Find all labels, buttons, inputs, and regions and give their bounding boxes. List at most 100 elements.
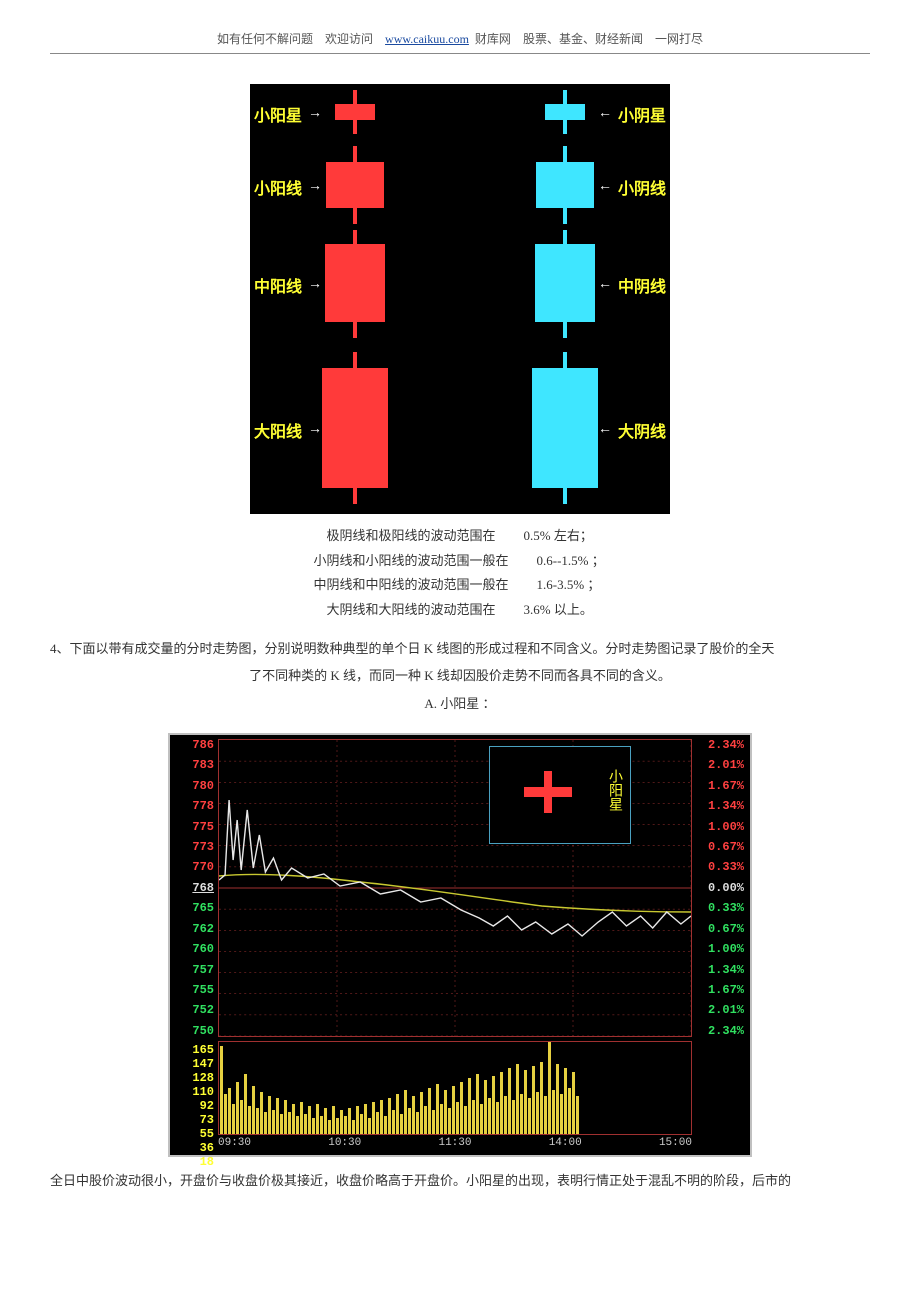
vol-tick: 18 <box>176 1155 214 1169</box>
vol-tick: 147 <box>176 1057 214 1071</box>
vol-bar <box>516 1064 519 1134</box>
vol-bar <box>576 1096 579 1134</box>
inset-candle-cross <box>524 787 572 797</box>
axis-tick: 1.00% <box>694 821 744 833</box>
price-plot: 小阳星 <box>218 739 692 1037</box>
axis-tick: 1.34% <box>694 800 744 812</box>
vol-bar <box>224 1094 227 1134</box>
vol-bar <box>340 1110 343 1134</box>
vol-bar <box>336 1118 339 1134</box>
axis-tick: 760 <box>176 943 214 955</box>
candle-types-diagram: 小阳星小阳线中阳线大阳线小阴星小阴线中阴线大阴线 <box>250 84 670 514</box>
y-axis-left: 7867837807787757737707687657627607577557… <box>176 739 214 1037</box>
paragraph-4b: 了不同种类的 K 线，而同一种 K 线却因股价走势不同而各具不同的含义。 <box>50 664 870 687</box>
candle-body <box>545 104 585 120</box>
caption-row: 大阴线和大阳线的波动范围在3.6% 以上。 <box>50 598 870 623</box>
vol-bar <box>396 1094 399 1134</box>
vol-bar <box>284 1100 287 1134</box>
vol-bar <box>460 1082 463 1134</box>
vol-tick: 73 <box>176 1113 214 1127</box>
vol-bar <box>296 1116 299 1134</box>
vol-bar <box>380 1100 383 1134</box>
axis-tick: 1.34% <box>694 964 744 976</box>
axis-tick: 2.34% <box>694 739 744 751</box>
vol-bar <box>528 1098 531 1134</box>
vol-bar <box>280 1114 283 1134</box>
vol-bar <box>260 1092 263 1134</box>
vol-tick: 110 <box>176 1085 214 1099</box>
time-tick: 15:00 <box>659 1137 692 1153</box>
vol-bar <box>352 1120 355 1134</box>
axis-tick: 786 <box>176 739 214 751</box>
axis-tick: 750 <box>176 1025 214 1037</box>
vol-bar <box>264 1112 267 1134</box>
vol-bar <box>440 1104 443 1134</box>
vol-bar <box>504 1096 507 1134</box>
axis-tick: 1.67% <box>694 984 744 996</box>
axis-tick: 755 <box>176 984 214 996</box>
axis-tick: 0.67% <box>694 923 744 935</box>
axis-tick: 770 <box>176 861 214 873</box>
candle-body <box>326 162 384 208</box>
vol-bar <box>416 1112 419 1134</box>
axis-tick: 752 <box>176 1004 214 1016</box>
candle-label: 小阴星 <box>598 102 666 126</box>
vol-bar <box>220 1046 223 1134</box>
axis-tick: 757 <box>176 964 214 976</box>
axis-tick: 783 <box>176 759 214 771</box>
vol-bar <box>384 1116 387 1134</box>
axis-tick: 768 <box>176 882 214 894</box>
candle-body <box>532 368 598 488</box>
vol-bar <box>436 1084 439 1134</box>
intraday-chart: 7867837807787757737707687657627607577557… <box>168 733 752 1157</box>
vol-bar <box>408 1108 411 1134</box>
vol-bar <box>276 1098 279 1134</box>
vol-bar <box>456 1102 459 1134</box>
axis-tick: 2.34% <box>694 1025 744 1037</box>
vol-bar <box>564 1068 567 1134</box>
candle-label: 大阴线 <box>598 418 666 442</box>
header-welcome: 欢迎访问 <box>325 32 373 46</box>
time-tick: 14:00 <box>549 1137 582 1153</box>
vol-bar <box>240 1100 243 1134</box>
y-axis-right: 2.34%2.01%1.67%1.34%1.00%0.67%0.33%0.00%… <box>694 739 744 1037</box>
vol-bar <box>560 1094 563 1134</box>
axis-tick: 778 <box>176 800 214 812</box>
page-header: 如有任何不解问题 欢迎访问 www.caikuu.com 财库网 股票、基金、财… <box>50 30 870 54</box>
vol-bar <box>232 1104 235 1134</box>
vol-bar <box>448 1108 451 1134</box>
vol-bar <box>532 1066 535 1134</box>
vol-bar <box>360 1114 363 1134</box>
candle-body <box>335 104 375 120</box>
time-tick: 09:30 <box>218 1137 251 1153</box>
vol-bar <box>540 1062 543 1134</box>
vol-bar <box>348 1108 351 1134</box>
header-url[interactable]: www.caikuu.com <box>385 32 469 46</box>
vol-bar <box>268 1096 271 1134</box>
vol-bar <box>372 1102 375 1134</box>
vol-bar <box>244 1074 247 1134</box>
vol-tick: 128 <box>176 1071 214 1085</box>
vol-bar <box>572 1072 575 1134</box>
candle-label: 小阴线 <box>598 175 666 199</box>
paragraph-4a: 4、下面以带有成交量的分时走势图，分别说明数种典型的单个日 K 线图的形成过程和… <box>50 637 870 660</box>
vol-bar <box>488 1098 491 1134</box>
vol-bar <box>484 1080 487 1134</box>
vol-bar <box>308 1106 311 1134</box>
caption-row: 中阴线和中阳线的波动范围一般在1.6-3.5% ； <box>50 573 870 598</box>
vol-bar <box>228 1088 231 1134</box>
candle-body <box>322 368 388 488</box>
vol-bar <box>568 1088 571 1134</box>
header-prefix: 如有任何不解问题 <box>217 32 313 46</box>
vol-tick: 165 <box>176 1043 214 1057</box>
candle-label: 中阳线 <box>254 273 322 297</box>
candle-body <box>325 244 385 322</box>
vol-bar <box>412 1096 415 1134</box>
vol-bar <box>392 1110 395 1134</box>
vol-tick: 92 <box>176 1099 214 1113</box>
header-site: 财库网 <box>475 32 511 46</box>
vol-bar <box>444 1090 447 1134</box>
vol-bar <box>256 1108 259 1134</box>
vol-bar <box>536 1092 539 1134</box>
volume-axis: 1651471281109273553618 <box>176 1043 214 1135</box>
